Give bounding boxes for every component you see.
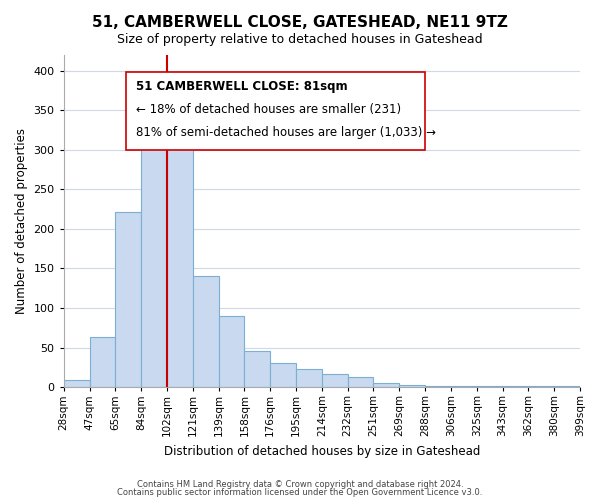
Text: 51 CAMBERWELL CLOSE: 81sqm: 51 CAMBERWELL CLOSE: 81sqm (136, 80, 347, 93)
Text: 81% of semi-detached houses are larger (1,033) →: 81% of semi-detached houses are larger (… (136, 126, 436, 140)
Bar (89, 338, 115, 387)
Bar (218, 316, 244, 387)
Text: 51, CAMBERWELL CLOSE, GATESHEAD, NE11 9TZ: 51, CAMBERWELL CLOSE, GATESHEAD, NE11 9T… (92, 15, 508, 30)
Bar (425, 386, 451, 387)
Bar (503, 386, 529, 387)
Text: Contains HM Land Registry data © Crown copyright and database right 2024.: Contains HM Land Registry data © Crown c… (137, 480, 463, 489)
Bar (347, 377, 373, 387)
Bar (270, 362, 296, 387)
Bar (244, 350, 270, 387)
Bar (554, 386, 580, 387)
Bar (167, 148, 193, 387)
Bar (193, 276, 218, 387)
Bar (296, 369, 322, 387)
Bar (322, 374, 347, 387)
Bar (141, 146, 167, 387)
Text: Size of property relative to detached houses in Gateshead: Size of property relative to detached ho… (117, 32, 483, 46)
Bar (477, 386, 503, 387)
Bar (529, 386, 554, 387)
Bar (64, 380, 89, 387)
Bar (451, 386, 477, 387)
Bar (373, 383, 399, 387)
Bar (399, 384, 425, 387)
Bar (115, 212, 141, 387)
Text: Contains public sector information licensed under the Open Government Licence v3: Contains public sector information licen… (118, 488, 482, 497)
Text: ← 18% of detached houses are smaller (231): ← 18% of detached houses are smaller (23… (136, 103, 401, 116)
FancyBboxPatch shape (125, 72, 425, 150)
X-axis label: Distribution of detached houses by size in Gateshead: Distribution of detached houses by size … (164, 444, 480, 458)
Y-axis label: Number of detached properties: Number of detached properties (15, 128, 28, 314)
